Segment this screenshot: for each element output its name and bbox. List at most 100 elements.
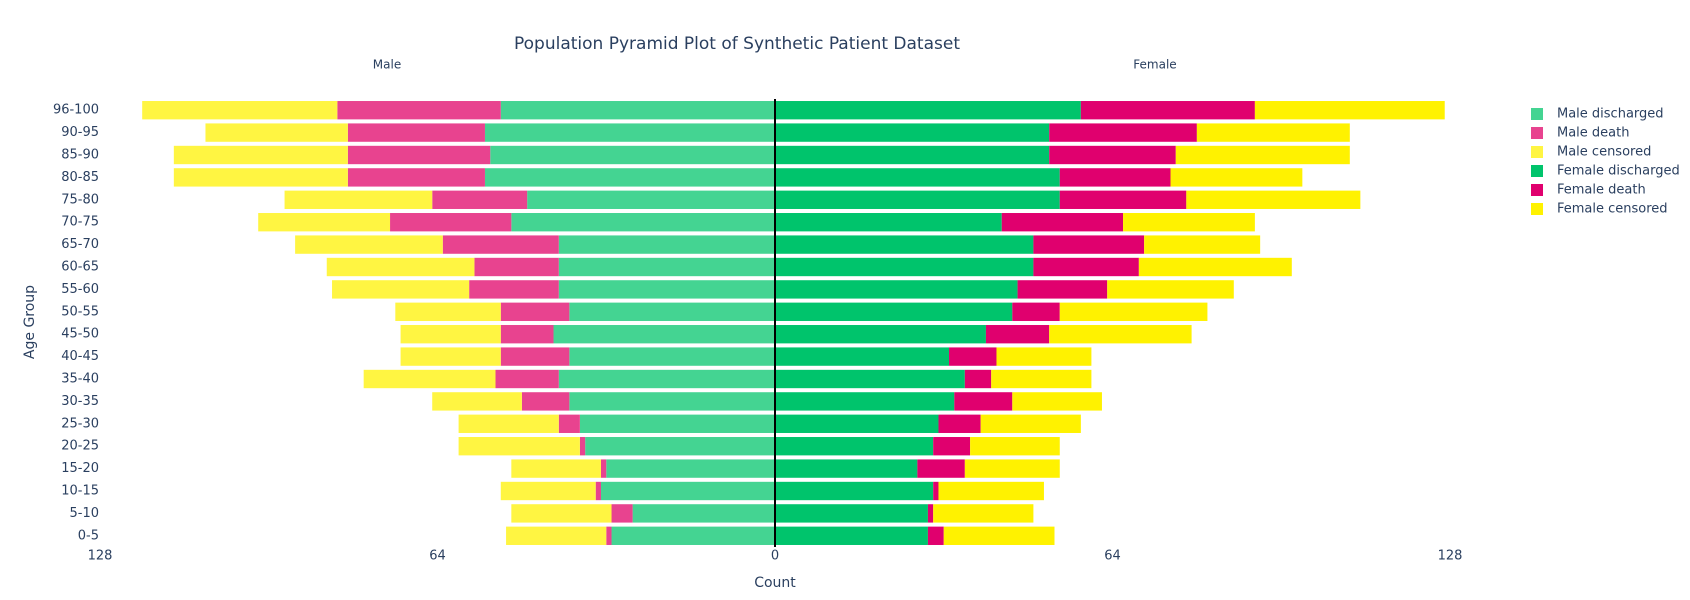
bar <box>927 504 934 523</box>
bar <box>775 526 928 545</box>
bar <box>558 257 775 277</box>
bar <box>606 459 775 478</box>
y-axis-title: Age Group <box>22 285 38 359</box>
bar <box>775 347 950 366</box>
legend-swatch <box>1531 184 1543 196</box>
bar <box>775 101 1081 120</box>
bar <box>775 392 955 411</box>
bar <box>1059 190 1187 209</box>
bar <box>606 526 612 545</box>
bar <box>458 437 580 456</box>
y-tick-label: 50-55 <box>61 304 99 319</box>
bar <box>933 481 939 501</box>
legend-swatch <box>1531 146 1543 158</box>
legend-swatch <box>1531 203 1543 215</box>
bar <box>775 213 1002 232</box>
bar <box>1170 168 1303 187</box>
subplot-title: Female <box>1133 58 1176 72</box>
bar <box>980 414 1081 433</box>
x-tick-label: 64 <box>429 549 446 564</box>
bar <box>949 347 997 366</box>
bar <box>500 302 570 321</box>
bar <box>964 459 1060 478</box>
bar <box>558 280 775 299</box>
y-tick-label: 15-20 <box>61 461 99 476</box>
y-tick-label: 25-30 <box>61 416 99 431</box>
y-tick-label: 35-40 <box>61 372 99 387</box>
bar <box>970 437 1060 456</box>
bar <box>775 414 939 433</box>
y-tick-label: 60-65 <box>61 260 99 275</box>
y-tick-label: 30-35 <box>61 394 99 409</box>
bar <box>395 302 501 321</box>
bar <box>484 123 775 142</box>
y-tick-label: 0-5 <box>78 528 99 543</box>
bar <box>347 145 491 165</box>
bar <box>1033 257 1139 277</box>
bar <box>363 369 496 389</box>
bar <box>775 235 1034 254</box>
bar <box>337 101 501 120</box>
bar <box>527 190 775 209</box>
legend-label: Male death <box>1557 126 1629 141</box>
bar <box>1001 213 1124 232</box>
bar <box>933 504 1034 523</box>
y-tick-label: 85-90 <box>61 148 99 163</box>
y-tick-label: 80-85 <box>61 170 99 185</box>
bar <box>521 392 570 411</box>
bar <box>1080 101 1255 120</box>
bar <box>142 101 338 120</box>
bar <box>442 235 559 254</box>
bar <box>173 168 348 187</box>
y-tick-label: 70-75 <box>61 215 99 230</box>
y-tick-label: 90-95 <box>61 125 99 140</box>
bar <box>400 347 501 366</box>
bar <box>469 280 559 299</box>
bar <box>558 369 775 389</box>
bar <box>1049 145 1176 165</box>
bar <box>954 392 1013 411</box>
bar <box>775 302 1013 321</box>
bar <box>484 168 775 187</box>
bar <box>569 392 775 411</box>
bar <box>917 459 965 478</box>
bar <box>1012 392 1102 411</box>
bar <box>500 347 570 366</box>
bar <box>284 190 433 209</box>
y-tick-label: 65-70 <box>61 237 99 252</box>
bar <box>611 504 633 523</box>
bar <box>495 369 559 389</box>
bar <box>632 504 775 523</box>
bar <box>569 302 775 321</box>
bar <box>490 145 775 165</box>
bar <box>474 257 559 277</box>
bar <box>569 347 775 366</box>
bar <box>1059 302 1208 321</box>
bar <box>579 437 586 456</box>
bar <box>506 526 607 545</box>
bar <box>1138 257 1292 277</box>
y-tick-label: 20-25 <box>61 439 99 454</box>
bar <box>1049 325 1192 344</box>
bar <box>775 168 1060 187</box>
bar <box>943 526 1055 545</box>
bar <box>991 369 1092 389</box>
bar <box>938 481 1044 501</box>
bar <box>553 325 775 344</box>
bar <box>938 414 981 433</box>
legend-swatch <box>1531 108 1543 120</box>
bar <box>205 123 348 142</box>
bar <box>173 145 348 165</box>
bar <box>1175 145 1350 165</box>
bar <box>558 235 775 254</box>
x-tick-label: 128 <box>88 549 113 564</box>
bar <box>775 257 1034 277</box>
subplot-title: Male <box>373 58 401 72</box>
bar <box>985 325 1050 344</box>
y-tick-label: 75-80 <box>61 192 99 207</box>
bar <box>1049 123 1197 142</box>
chart-title: Population Pyramid Plot of Synthetic Pat… <box>514 34 960 54</box>
y-tick-label: 96-100 <box>53 103 99 118</box>
bar <box>432 190 528 209</box>
bar <box>996 347 1092 366</box>
